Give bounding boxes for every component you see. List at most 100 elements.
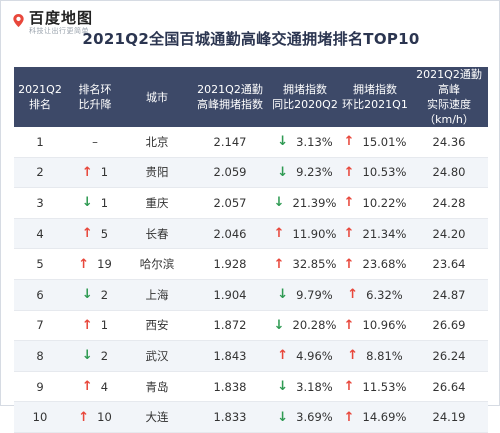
cell-speed: 23.64 — [410, 248, 488, 280]
cell-speed: 24.20 — [410, 218, 488, 250]
arrow-down-icon: ↓ — [277, 287, 289, 303]
table-row: 5 ↑ 19 哈尔滨 1.928 ↑ 32.85% ↑ 23.68% 23.64 — [14, 248, 488, 280]
cell-rank-change: – — [66, 127, 124, 158]
arrow-up-icon: ↑ — [343, 164, 355, 180]
cell-congestion-index: 1.872 — [190, 310, 270, 342]
arrow-up-icon: ↑ — [343, 195, 355, 211]
brand-tagline: 科技让出行更简单 — [29, 27, 89, 35]
cell-congestion-index: 1.838 — [190, 371, 270, 403]
arrow-up-icon: ↑ — [81, 379, 93, 395]
cell-city: 长春 — [124, 218, 190, 250]
cell-qoq-value: 10.22% — [362, 195, 407, 210]
cell-speed: 26.64 — [410, 371, 488, 403]
cell-speed: 24.19 — [410, 401, 488, 433]
arrow-up-icon: ↑ — [81, 226, 93, 242]
cell-yoy-value: 4.96% — [296, 348, 333, 363]
cell-speed: 26.69 — [410, 310, 488, 342]
arrow-down-icon: ↓ — [81, 348, 93, 364]
arrow-up-icon: ↑ — [343, 226, 355, 242]
table-row: 2 ↑ 1 贵阳 2.059 ↓ 9.23% ↑ 10.53% 24.80 — [14, 157, 488, 189]
cell-yoy: ↓ 21.39% — [270, 187, 340, 219]
col-header-congestion-index: 2021Q2通勤 高峰拥堵指数 — [190, 67, 270, 127]
page-title: 2021Q2全国百城通勤高峰交通拥堵排名TOP10 — [82, 30, 420, 48]
arrow-up-icon: ↑ — [347, 287, 359, 303]
arrow-up-icon: ↑ — [78, 256, 90, 272]
cell-rank: 5 — [14, 248, 66, 280]
cell-yoy: ↑ 4.96% — [270, 340, 340, 372]
cell-rank-change-value: 1 — [100, 195, 109, 210]
arrow-up-icon: ↑ — [343, 134, 355, 150]
cell-rank-change: ↑ 5 — [66, 218, 124, 250]
cell-qoq: ↑ 10.53% — [340, 157, 410, 189]
cell-city: 重庆 — [124, 187, 190, 219]
cell-congestion-index: 2.059 — [190, 157, 270, 189]
cell-yoy: ↑ 32.85% — [270, 248, 340, 280]
arrow-up-icon: ↑ — [343, 317, 355, 333]
cell-qoq-value: 23.68% — [362, 257, 407, 272]
cell-yoy-value: 11.90% — [292, 226, 337, 241]
cell-speed: 24.80 — [410, 157, 488, 189]
cell-qoq-value: 6.32% — [366, 287, 403, 302]
cell-rank: 4 — [14, 218, 66, 250]
cell-rank: 8 — [14, 340, 66, 372]
arrow-down-icon: ↓ — [277, 164, 289, 180]
cell-city: 武汉 — [124, 340, 190, 372]
table-header-row: 2021Q2 排名 排名环 比升降 城市 2021Q2通勤 高峰拥堵指数 拥堵指数 同比… — [14, 67, 488, 127]
arrow-down-icon: ↓ — [277, 409, 289, 425]
baidu-map-logo: 百度地图 科技让出行更简单 — [11, 11, 93, 35]
cell-rank-change: ↓ 2 — [66, 279, 124, 311]
cell-rank: 1 — [14, 127, 66, 158]
table-row: 8 ↓ 2 武汉 1.843 ↑ 4.96% ↑ 8.81% 26.24 — [14, 340, 488, 372]
cell-qoq: ↑ 10.96% — [340, 310, 410, 342]
cell-yoy: ↓ 20.28% — [270, 310, 340, 342]
arrow-down-icon: ↓ — [277, 134, 289, 150]
ranking-table: 2021Q2 排名 排名环 比升降 城市 2021Q2通勤 高峰拥堵指数 拥堵指数 同比… — [14, 67, 488, 433]
col-header-speed: 2021Q2通勤高峰 实际速度（km/h） — [410, 67, 488, 127]
cell-congestion-index: 1.833 — [190, 401, 270, 433]
cell-rank-change-value: 19 — [97, 257, 112, 272]
arrow-down-icon: ↓ — [81, 287, 93, 303]
cell-yoy-value: 9.79% — [296, 287, 333, 302]
col-header-rank: 2021Q2 排名 — [14, 67, 66, 127]
cell-city: 北京 — [124, 127, 190, 158]
arrow-down-icon: ↓ — [273, 317, 285, 333]
cell-city: 贵阳 — [124, 157, 190, 189]
cell-yoy-value: 3.13% — [296, 134, 333, 149]
cell-rank-change-value: 2 — [100, 287, 109, 302]
cell-yoy-value: 20.28% — [292, 318, 337, 333]
cell-yoy-value: 3.69% — [296, 410, 333, 425]
cell-qoq-value: 21.34% — [362, 226, 407, 241]
col-header-rank-change: 排名环 比升降 — [66, 67, 124, 127]
cell-congestion-index: 1.928 — [190, 248, 270, 280]
cell-yoy: ↓ 3.13% — [270, 127, 340, 158]
cell-yoy: ↓ 3.69% — [270, 401, 340, 433]
cell-qoq-value: 10.53% — [362, 165, 407, 180]
cell-rank-change-value: 2 — [100, 348, 109, 363]
col-header-city: 城市 — [124, 67, 190, 127]
arrow-up-icon: ↑ — [81, 164, 93, 180]
arrow-up-icon: ↑ — [78, 409, 90, 425]
cell-qoq: ↑ 8.81% — [340, 340, 410, 372]
cell-congestion-index: 2.147 — [190, 127, 270, 158]
col-header-qoq: 拥堵指数 环比2021Q1 — [340, 67, 410, 127]
cell-city: 上海 — [124, 279, 190, 311]
table-row: 4 ↑ 5 长春 2.046 ↑ 11.90% ↑ 21.34% 24.20 — [14, 218, 488, 250]
cell-rank-change: ↑ 19 — [66, 248, 124, 280]
cell-qoq-value: 14.69% — [362, 410, 407, 425]
header: 百度地图 科技让出行更简单 2021Q2全国百城通勤高峰交通拥堵排名TOP10 — [1, 1, 500, 67]
brand-name: 百度地图 — [29, 9, 94, 27]
cell-rank-change: ↑ 10 — [66, 401, 124, 433]
col-header-yoy: 拥堵指数 同比2020Q2 — [270, 67, 340, 127]
arrow-up-icon: ↑ — [343, 256, 355, 272]
table-row: 3 ↓ 1 重庆 2.057 ↓ 21.39% ↑ 10.22% 24.28 — [14, 187, 488, 219]
table-row: 1 – 北京 2.147 ↓ 3.13% ↑ 15.01% 24.36 — [14, 127, 488, 158]
cell-qoq: ↑ 11.53% — [340, 371, 410, 403]
cell-city: 青岛 — [124, 371, 190, 403]
cell-rank-change: ↓ 1 — [66, 187, 124, 219]
cell-qoq: ↑ 15.01% — [340, 127, 410, 158]
cell-city: 大连 — [124, 401, 190, 433]
arrow-down-icon: ↓ — [273, 195, 285, 211]
cell-qoq: ↑ 6.32% — [340, 279, 410, 311]
cell-rank: 9 — [14, 371, 66, 403]
